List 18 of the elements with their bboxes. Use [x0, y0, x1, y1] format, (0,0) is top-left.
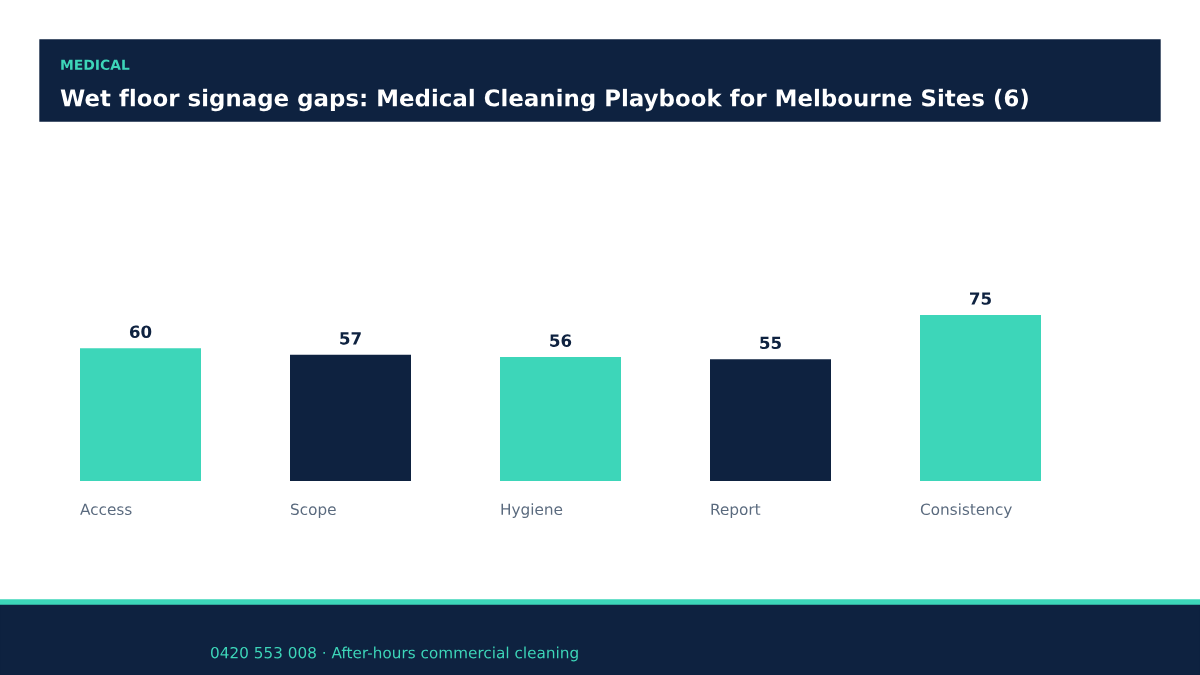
chart-title: Wet floor signage gaps: Medical Cleaning Playbook for Melbourne Sites (6) — [60, 88, 1028, 112]
data-label: 75 — [970, 292, 991, 305]
data-label: 57 — [340, 332, 361, 345]
data-label: 60 — [129, 325, 152, 339]
chart-subtitle: MEDICAL — [61, 59, 130, 71]
data-label: 55 — [760, 336, 781, 350]
bar — [710, 359, 831, 481]
x-tick-label: Consistency — [920, 503, 1012, 519]
x-tick-label: Hygiene — [501, 503, 563, 519]
bar — [920, 315, 1041, 481]
x-tick-label: Access — [80, 503, 132, 516]
bar — [290, 354, 411, 481]
text: 0420 553 008 · After-hours commercial cleaning — [211, 646, 578, 662]
data-label: 56 — [550, 334, 572, 347]
bar — [80, 348, 201, 481]
x-tick-label: Report — [711, 503, 761, 519]
bar — [500, 357, 621, 481]
x-tick-label: Scope — [291, 503, 336, 519]
